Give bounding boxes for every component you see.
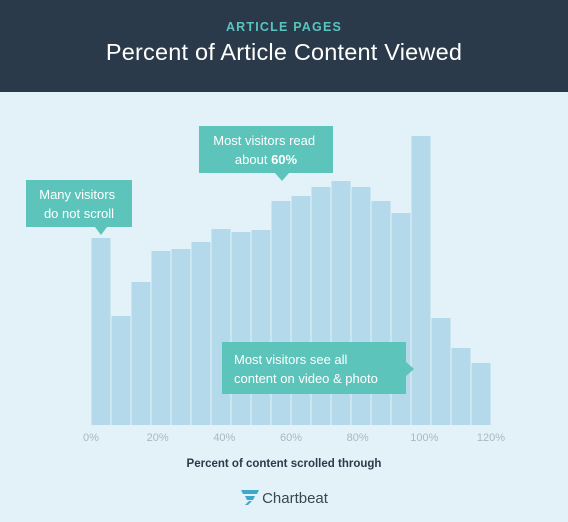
x-tick-label: 40%	[213, 432, 235, 444]
header-banner: ARTICLE PAGES Percent of Article Content…	[0, 0, 568, 92]
histogram-bar	[251, 230, 271, 425]
chartbeat-logo-icon	[240, 489, 260, 509]
histogram-bar	[131, 282, 151, 425]
chartbeat-logo: Chartbeat	[0, 489, 568, 509]
svg-text:Most visitors read about: Most visitors read about 60%	[213, 133, 319, 167]
callout-text-line: do not scroll	[44, 206, 114, 221]
histogram-bar	[111, 316, 131, 425]
histogram-bar	[231, 232, 251, 425]
callout-text-line: content on video & photo	[234, 371, 378, 386]
svg-text:Many visitors do not scr: Many visitors do not scroll	[39, 187, 118, 221]
callout-read-60: Most visitors read about 60%	[199, 126, 333, 181]
callout-highlight: 60%	[271, 152, 297, 167]
callout-pointer	[95, 227, 107, 235]
x-tick-labels: 0% 20% 40% 60% 80% 100% 120%	[83, 432, 505, 444]
callout-box	[222, 342, 406, 394]
callout-text-line: Many visitors	[39, 187, 115, 202]
chart-subtitle: ARTICLE PAGES	[225, 20, 343, 34]
histogram-bar	[471, 363, 491, 425]
x-tick-label: 80%	[347, 432, 369, 444]
chart-title: Percent of Article Content Viewed	[105, 39, 463, 65]
callout-text-line: Most visitors see all	[234, 352, 348, 367]
svg-text:Most visitors see all co: Most visitors see all content on video &…	[234, 352, 378, 386]
histogram-bar	[171, 249, 191, 425]
callout-no-scroll: Many visitors do not scroll	[26, 180, 132, 235]
x-tick-label: 20%	[147, 432, 169, 444]
histogram-bar	[431, 318, 451, 425]
histogram-bar	[91, 238, 111, 425]
histogram-bar	[191, 242, 211, 425]
chartbeat-logo-text: Chartbeat	[262, 490, 328, 507]
x-tick-label: 0%	[83, 432, 99, 444]
histogram-bar	[151, 251, 171, 425]
x-tick-label: 60%	[280, 432, 302, 444]
callout-text-line: about	[235, 152, 271, 167]
callout-pointer	[275, 173, 289, 181]
x-axis-label: Percent of content scrolled through	[187, 458, 382, 470]
callout-video-photo: Most visitors see all content on video &…	[222, 342, 414, 394]
callout-box	[26, 180, 132, 227]
histogram-bar	[411, 136, 431, 425]
callout-text-line: Most visitors read	[213, 133, 315, 148]
callout-pointer	[406, 362, 414, 376]
histogram-bar	[211, 229, 231, 425]
callout-box	[199, 126, 333, 173]
x-tick-label: 120%	[477, 432, 505, 444]
histogram-bar	[451, 348, 471, 425]
x-tick-label: 100%	[410, 432, 438, 444]
